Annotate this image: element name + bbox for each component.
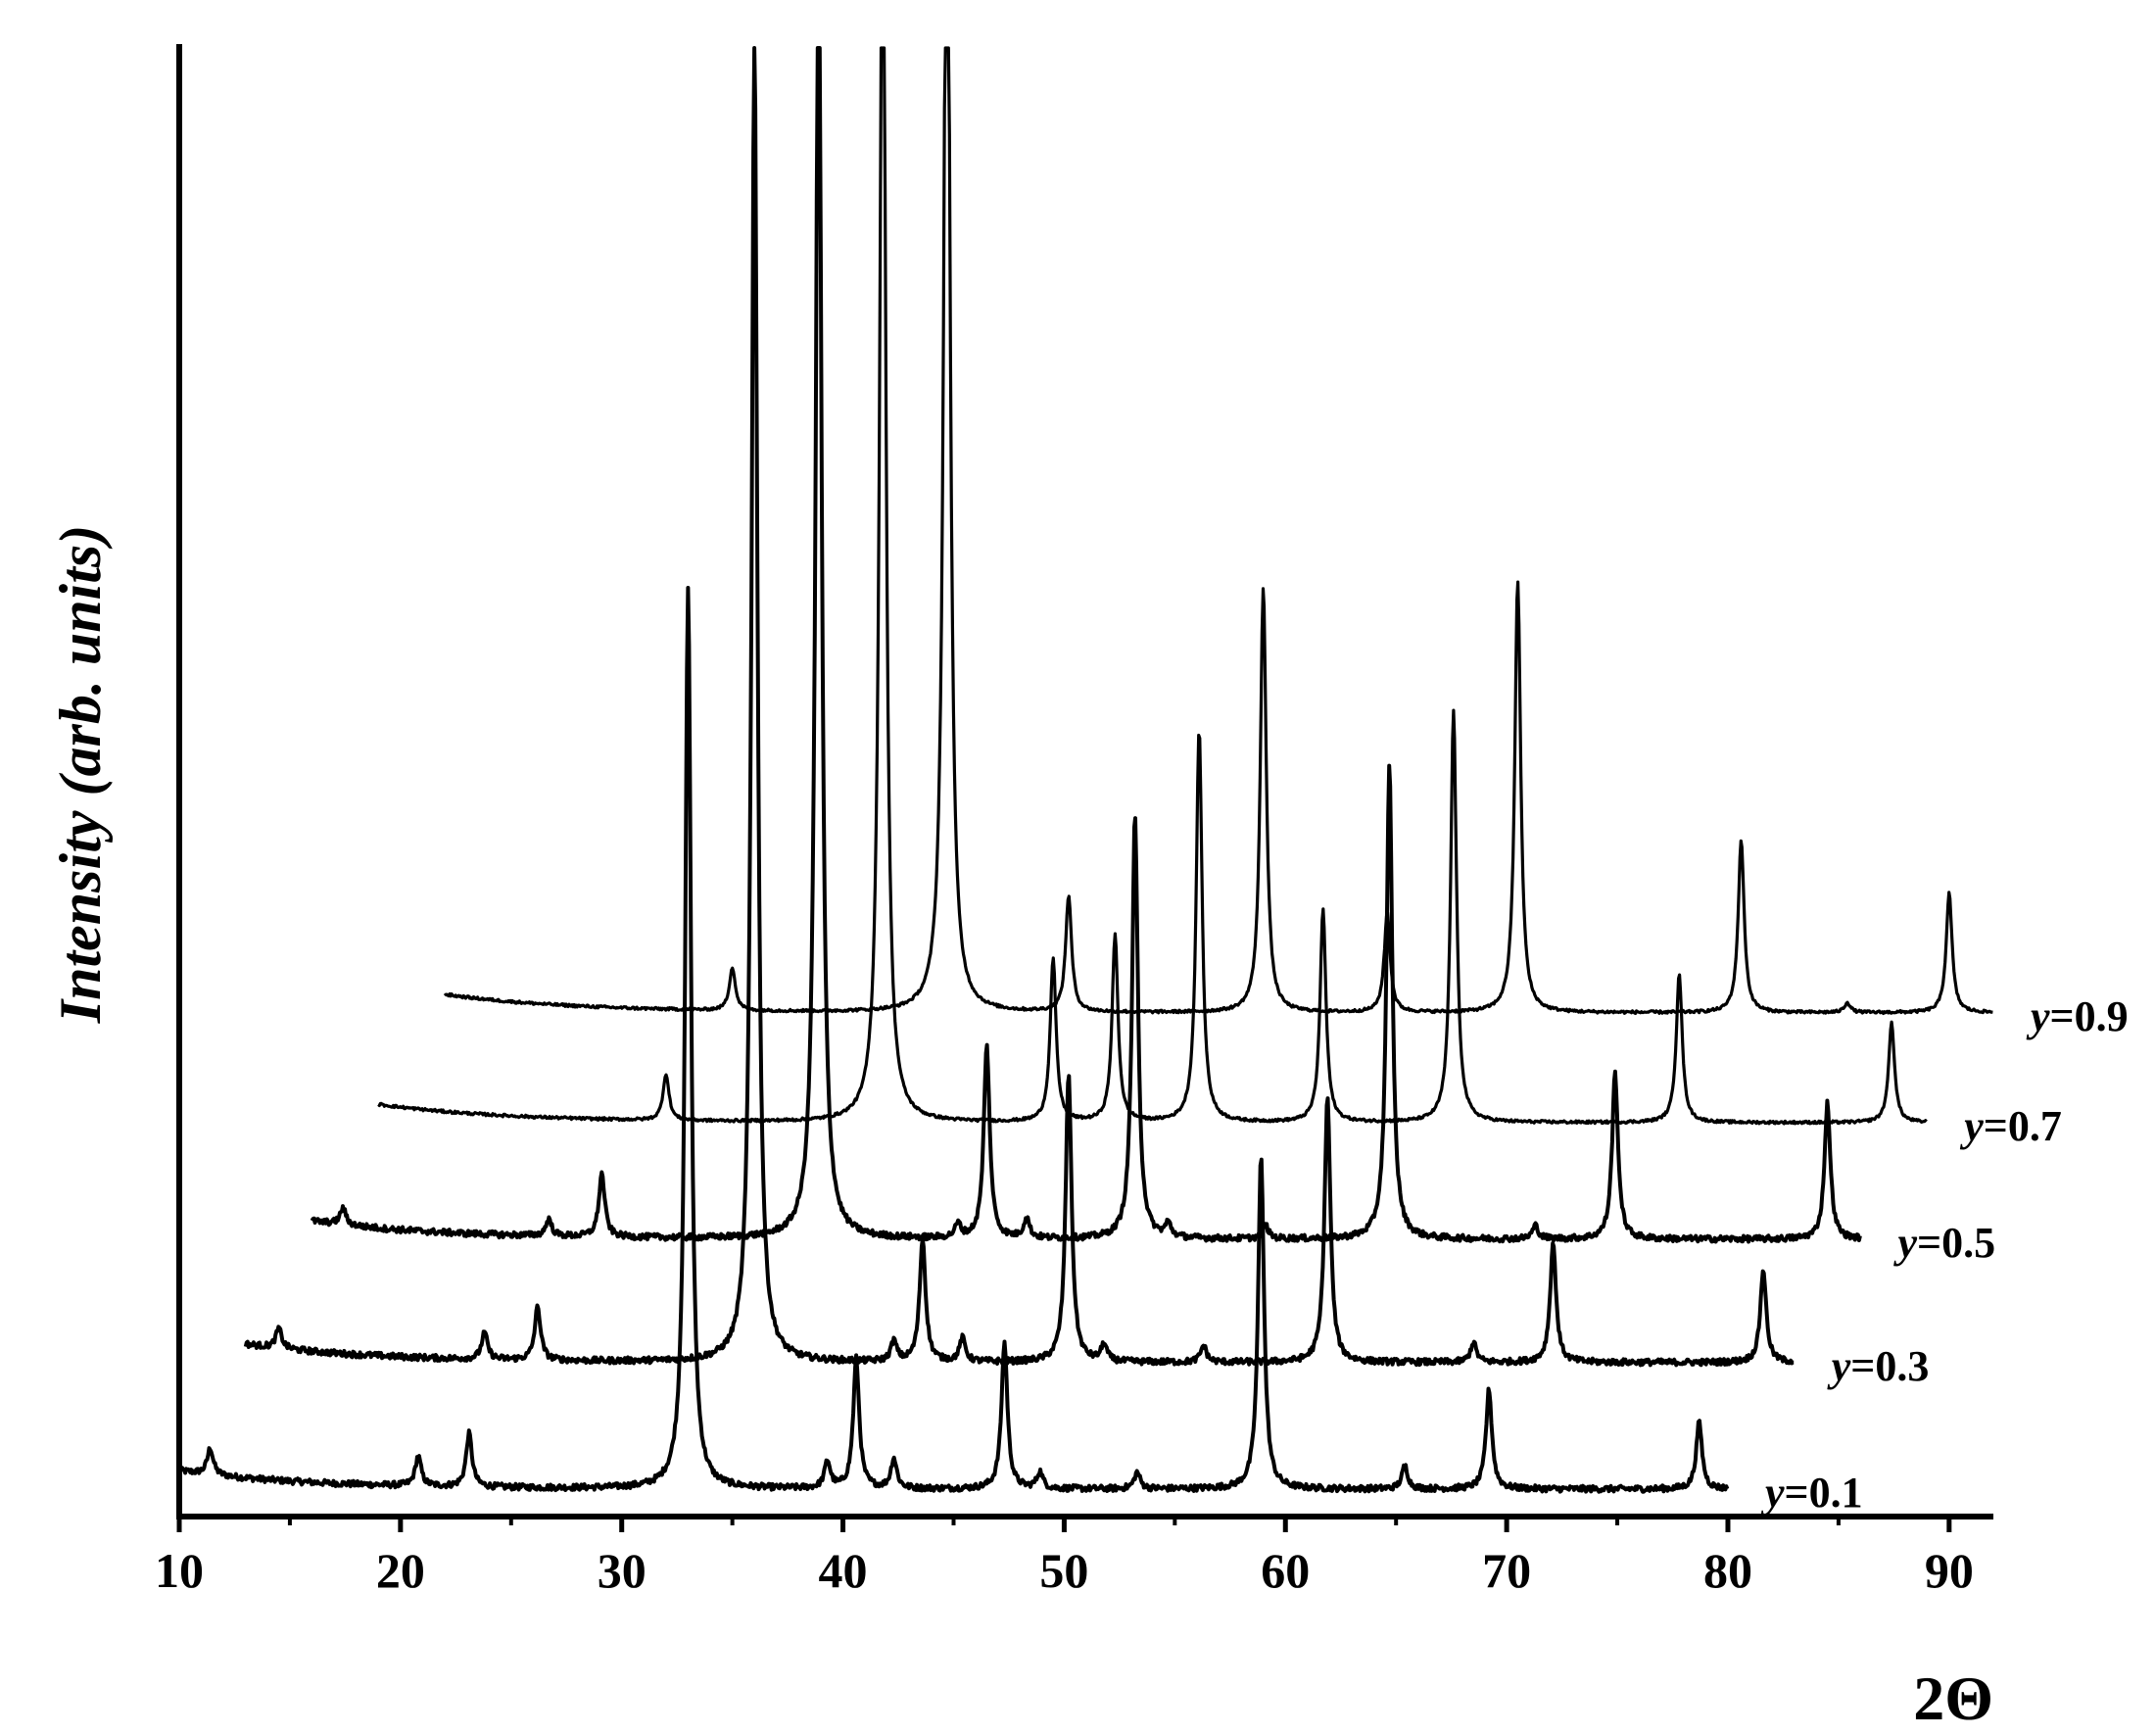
x-tick-label: 20	[376, 1543, 425, 1598]
series-line-y07	[377, 46, 1928, 1126]
series-line-y09	[443, 46, 1994, 1016]
series-label-value: =0.3	[1850, 1342, 1929, 1390]
series-label: y=0.1	[1760, 1469, 1863, 1517]
x-tick-label: 40	[819, 1543, 868, 1598]
series-label: y=0.9	[2026, 992, 2129, 1040]
series-layer	[177, 46, 1994, 1494]
series-label-variable: y	[2026, 992, 2050, 1040]
series-label-variable: y	[1827, 1342, 1851, 1390]
x-axis-ticks: 10 20 30 40 50 60 70 80 90	[155, 1517, 1974, 1598]
series-label-value: =0.1	[1785, 1469, 1863, 1517]
series-label: y=0.5	[1892, 1219, 1995, 1267]
x-tick-label: 70	[1482, 1543, 1531, 1598]
x-tick-label: 10	[155, 1543, 204, 1598]
x-tick-label: 60	[1261, 1543, 1310, 1598]
series-line-y03	[243, 46, 1796, 1368]
series-label-variable: y	[1760, 1469, 1785, 1517]
series-label: y=0.7	[1959, 1102, 2062, 1150]
x-tick-label: 50	[1039, 1543, 1088, 1598]
series-line-y01	[177, 586, 1730, 1494]
series-label-variable: y	[1892, 1219, 1917, 1267]
x-tick-label: 30	[598, 1543, 646, 1598]
y-axis-title: Intensity (arb. units)	[48, 525, 113, 1024]
x-axis-title: 2Θ	[1913, 1664, 1993, 1733]
series-line-y05	[310, 46, 1862, 1244]
series-label: y=0.3	[1827, 1342, 1930, 1390]
x-tick-label: 80	[1703, 1543, 1752, 1598]
series-label-value: =0.5	[1917, 1219, 1995, 1267]
series-label-value: =0.7	[1984, 1102, 2062, 1150]
series-label-variable: y	[1959, 1102, 1984, 1150]
x-tick-label: 90	[1925, 1543, 1974, 1598]
series-labels: y=0.1y=0.3y=0.5y=0.7y=0.9	[1760, 992, 2129, 1517]
series-label-value: =0.9	[2050, 992, 2129, 1040]
